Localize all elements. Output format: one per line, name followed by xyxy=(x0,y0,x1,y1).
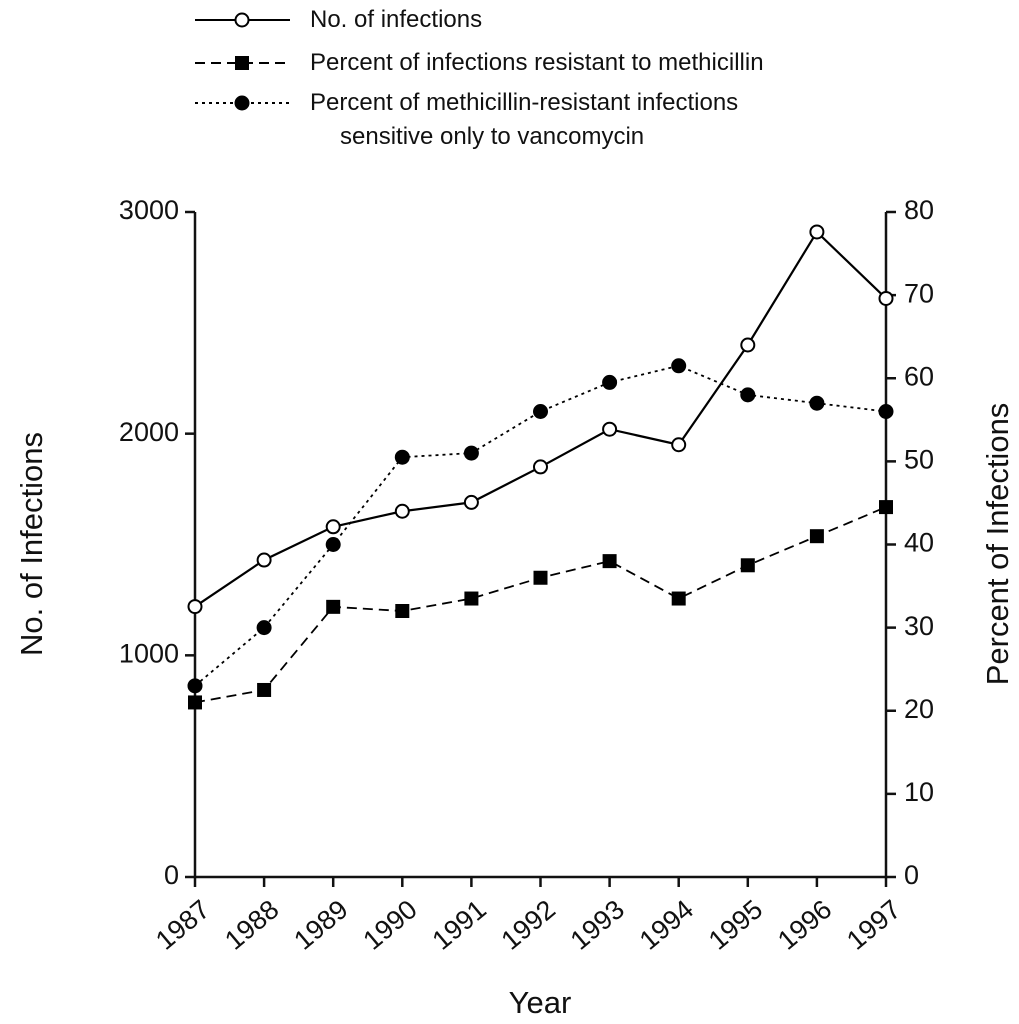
y-tick-label: 2000 xyxy=(119,417,179,447)
marker xyxy=(740,387,756,403)
marker xyxy=(257,682,272,697)
marker xyxy=(256,552,272,568)
y2-tick-label: 0 xyxy=(904,860,919,890)
y2-axis-title: Percent of Infections xyxy=(980,403,1015,686)
marker xyxy=(325,519,341,535)
x-tick-label: 1995 xyxy=(703,894,768,956)
marker xyxy=(809,395,825,411)
marker xyxy=(740,558,755,573)
legend-marker xyxy=(234,95,250,111)
marker xyxy=(325,537,341,552)
marker xyxy=(463,445,479,461)
x-tick-label: 1991 xyxy=(427,894,492,956)
x-tick-label: 1990 xyxy=(357,894,422,956)
legend-marker xyxy=(234,12,250,28)
legend-entry: No. of infections xyxy=(310,6,483,33)
x-tick-label: 1989 xyxy=(288,894,353,956)
marker xyxy=(809,224,825,240)
x-tick-label: 1987 xyxy=(150,894,215,956)
marker xyxy=(533,459,548,475)
marker xyxy=(671,591,686,606)
legend-label: Percent of methicillin-resistant infecti… xyxy=(310,89,739,150)
marker xyxy=(395,604,410,618)
y-tick-label: 3000 xyxy=(119,195,179,225)
x-tick-label: 1994 xyxy=(634,894,699,956)
y2-tick-label: 60 xyxy=(904,361,934,391)
marker xyxy=(187,678,203,694)
marker xyxy=(188,695,202,710)
marker xyxy=(671,437,687,453)
y-axis-title: No. of Infections xyxy=(14,432,49,656)
x-tick-label: 1996 xyxy=(772,894,837,956)
marker xyxy=(878,290,894,306)
marker xyxy=(256,620,272,636)
y2-tick-label: 50 xyxy=(904,445,934,475)
y2-tick-label: 80 xyxy=(904,195,934,225)
x-tick-label: 1997 xyxy=(841,894,906,956)
marker xyxy=(878,404,894,419)
marker xyxy=(809,529,824,544)
marker xyxy=(394,503,410,519)
x-axis-title: Year xyxy=(509,985,572,1020)
marker xyxy=(671,358,687,374)
marker xyxy=(879,500,893,515)
y2-tick-label: 10 xyxy=(904,777,934,807)
y-tick-label: 1000 xyxy=(119,638,179,668)
series-line xyxy=(194,364,887,687)
marker xyxy=(187,599,203,615)
y2-tick-label: 20 xyxy=(904,694,934,724)
marker xyxy=(326,599,341,614)
x-tick-label: 1992 xyxy=(496,894,561,956)
marker xyxy=(740,337,756,353)
series-line xyxy=(194,230,887,608)
marker xyxy=(394,449,410,465)
marker xyxy=(464,591,479,606)
marker xyxy=(533,404,548,419)
y-tick-label: 0 xyxy=(164,860,179,890)
legend-entry: Percent of infections resistant to methi… xyxy=(310,49,764,76)
y2-tick-label: 30 xyxy=(904,611,934,641)
marker xyxy=(463,494,479,510)
marker xyxy=(533,570,548,585)
legend-label: No. of infections xyxy=(310,6,483,33)
legend-marker xyxy=(235,56,249,70)
marker xyxy=(602,554,617,569)
legend-label: Percent of infections resistant to methi… xyxy=(310,49,764,76)
marker xyxy=(602,374,618,390)
y2-tick-label: 70 xyxy=(904,278,934,308)
legend-entry: Percent of methicillin-resistant infecti… xyxy=(310,89,739,150)
marker xyxy=(602,421,618,437)
series-line xyxy=(194,506,887,704)
x-tick-label: 1988 xyxy=(219,894,284,956)
y2-tick-label: 40 xyxy=(904,528,934,558)
x-tick-label: 1993 xyxy=(565,894,630,956)
